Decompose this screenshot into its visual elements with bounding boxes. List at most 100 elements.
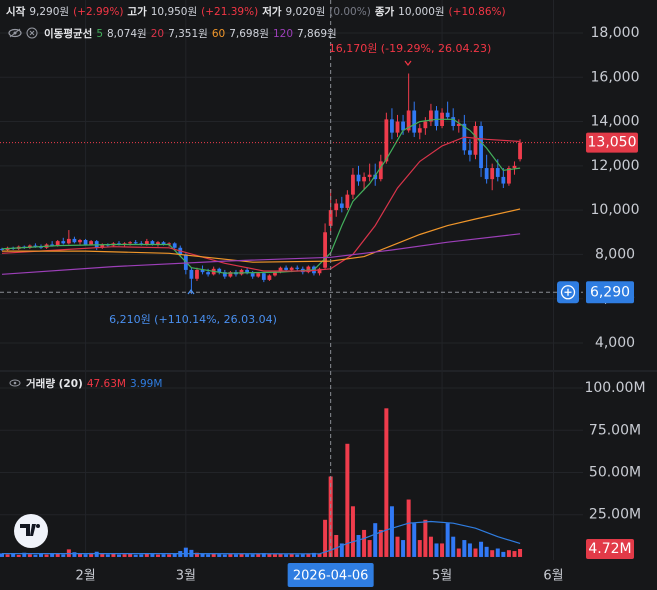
candle-body: [256, 273, 261, 277]
volume-bar: [256, 553, 261, 557]
volume-bar: [200, 553, 205, 557]
logo: [14, 514, 48, 548]
volume-bar: [389, 506, 394, 557]
candle-body: [334, 203, 339, 211]
volume-bar: [506, 550, 511, 557]
candle-body: [356, 174, 361, 182]
volume-bar: [462, 540, 467, 557]
candle-body: [278, 267, 283, 273]
volume-bar: [5, 554, 10, 557]
candle-body: [417, 128, 422, 133]
volume-bar: [122, 554, 127, 557]
candle-body: [245, 269, 250, 274]
volume-bar: [261, 553, 266, 557]
volume-bar: [194, 552, 199, 557]
candle-body: [451, 117, 456, 126]
candle-body: [395, 121, 400, 133]
legend-label: 고가: [127, 6, 147, 18]
candle-body: [217, 268, 222, 273]
legend-change: (+10.86%): [448, 5, 506, 18]
candle-body: [512, 165, 517, 169]
x-tick-label: 6월: [543, 569, 563, 584]
volume-bar: [111, 553, 116, 557]
crosshair-price-label: 6,290: [590, 284, 630, 300]
marks: [0, 73, 523, 557]
legend-label: 시작: [6, 6, 26, 18]
volume-bar: [479, 541, 484, 557]
ohlc-legend: 시작 9,290원 (+2.99%) 고가 10,950원 (+21.39%) 저가 9,02…: [6, 4, 506, 19]
candle-body: [189, 269, 194, 279]
volume-bar: [473, 548, 478, 557]
volume-bar: [434, 543, 439, 557]
x-tick-label: 5월: [432, 569, 452, 584]
volume-bar: [428, 536, 433, 557]
legend-title: 이동평균선: [44, 28, 93, 40]
y-tick-label: 8,000: [595, 246, 635, 262]
candle-body: [222, 272, 227, 277]
candle-body: [267, 275, 272, 280]
volume-bar: [334, 535, 339, 557]
volume-bar: [183, 547, 188, 557]
legend-value: 10,950원: [150, 6, 198, 18]
candle-body: [518, 142, 522, 160]
candle-body: [89, 241, 94, 245]
candle-body: [401, 121, 405, 131]
add-alert-plus: [564, 288, 572, 296]
candle-body: [339, 203, 344, 208]
candle-body: [133, 242, 138, 244]
volume-bar: [401, 540, 406, 557]
volume-bar: [77, 553, 82, 557]
volume-bar: [89, 552, 94, 557]
x-tick-label: 3월: [176, 569, 196, 584]
volume-bar: [100, 554, 105, 557]
candle-body: [167, 243, 172, 245]
volume-bar: [250, 554, 255, 557]
volume-bar: [27, 554, 32, 557]
add-alert-button[interactable]: [557, 281, 579, 304]
candle-body: [150, 241, 155, 245]
volume-bar: [150, 554, 155, 557]
y-tick-label: 10,000: [591, 202, 640, 218]
crosshair-date-label: 2026-04-06: [293, 569, 369, 584]
last-volume-badge: [586, 538, 634, 559]
volume-bar: [161, 554, 166, 557]
volume-bar: [323, 519, 328, 557]
candle-body: [144, 241, 149, 245]
candle-body: [39, 246, 43, 248]
y-tick-label: 100.00M: [584, 380, 645, 396]
volume-eye-icon: [9, 379, 21, 387]
volume-bar: [233, 554, 238, 557]
volume-bar: [423, 519, 428, 557]
volume-bar: [512, 551, 517, 557]
candle-body: [495, 168, 500, 177]
volume-bar: [456, 548, 461, 557]
candle-body: [479, 125, 483, 169]
volume-bar: [378, 529, 383, 557]
y-tick-label: 12,000: [591, 158, 640, 174]
volume-bar: [289, 554, 294, 557]
volume-bar: [373, 523, 378, 557]
y-tick-label: 16,000: [591, 69, 640, 85]
candle-body: [384, 119, 389, 162]
low-marker: [187, 289, 195, 295]
low-annotation: 6,210원 (+110.14%, 26.03.04): [109, 313, 277, 326]
candle-body: [351, 174, 355, 195]
volume-bar: [38, 553, 43, 557]
y-tick-label: 50.00M: [589, 465, 641, 481]
y-tick-label: 14,000: [591, 114, 640, 130]
ma-line: [1, 136, 521, 272]
volume-bar: [105, 554, 110, 557]
candle-body: [507, 168, 511, 184]
overlay: 13,050 2026-04-06 6,290 4.72M: [0, 0, 638, 587]
candle-body: [484, 168, 489, 180]
ma-value: 7,869원: [297, 28, 337, 40]
volume-bar: [295, 554, 300, 557]
volume-bar: [345, 443, 350, 557]
volume-bar: [451, 536, 456, 557]
volume-bar: [490, 550, 495, 557]
candle-body: [206, 272, 211, 275]
close-icon[interactable]: [26, 27, 38, 39]
candle-body: [284, 267, 288, 270]
high-annotation: 16,170원 (-19.29%, 26.04.23): [329, 42, 492, 55]
